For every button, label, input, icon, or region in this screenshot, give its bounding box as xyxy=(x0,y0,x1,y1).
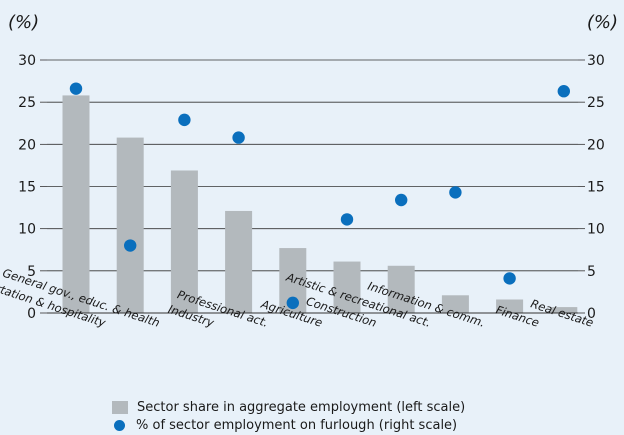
legend-bar-swatch xyxy=(112,400,128,414)
bar xyxy=(62,95,90,313)
right-tick-label: 30 xyxy=(587,53,605,69)
bar xyxy=(225,210,253,313)
furlough-point xyxy=(286,296,299,310)
right-tick-label: 15 xyxy=(587,180,605,196)
left-tick-label: 0 xyxy=(27,306,36,322)
left-tick-label: 20 xyxy=(18,137,36,153)
right-tick-label: 0 xyxy=(587,306,596,322)
legend-item-bars: Sector share in aggregate employment (le… xyxy=(112,398,465,416)
furlough-point xyxy=(557,85,570,98)
legend: Sector share in aggregate employment (le… xyxy=(112,398,465,434)
right-tick-label: 10 xyxy=(587,222,605,238)
legend-label-bars: Sector share in aggregate employment (le… xyxy=(137,399,466,415)
bar xyxy=(116,137,144,313)
left-tick-label: 30 xyxy=(18,53,36,69)
right-tick-label: 25 xyxy=(587,95,605,111)
legend-label-dots: % of sector employment on furlough (righ… xyxy=(136,417,458,433)
bar xyxy=(441,295,469,313)
bar xyxy=(496,299,524,313)
legend-item-dots: % of sector employment on furlough (righ… xyxy=(112,416,465,434)
furlough-point xyxy=(395,193,408,207)
legend-dot-swatch xyxy=(114,419,125,431)
furlough-point xyxy=(124,239,137,252)
furlough-point xyxy=(232,131,245,144)
furlough-point xyxy=(340,213,354,226)
left-tick-label: 15 xyxy=(18,180,36,196)
furlough-point xyxy=(503,272,516,285)
bar xyxy=(333,261,361,313)
furlough-point xyxy=(178,113,191,127)
furlough-point xyxy=(449,186,462,199)
left-tick-label: 25 xyxy=(18,95,36,111)
furlough-point xyxy=(69,82,83,95)
right-tick-label: 5 xyxy=(587,264,596,280)
left-tick-label: 10 xyxy=(18,222,36,238)
bar xyxy=(170,170,198,313)
left-tick-label: 5 xyxy=(27,264,36,280)
left-axis-unit: (%) xyxy=(8,12,40,33)
bar xyxy=(550,307,578,313)
right-tick-label: 20 xyxy=(587,137,605,153)
right-axis-unit: (%) xyxy=(586,12,618,33)
bar xyxy=(387,265,415,313)
